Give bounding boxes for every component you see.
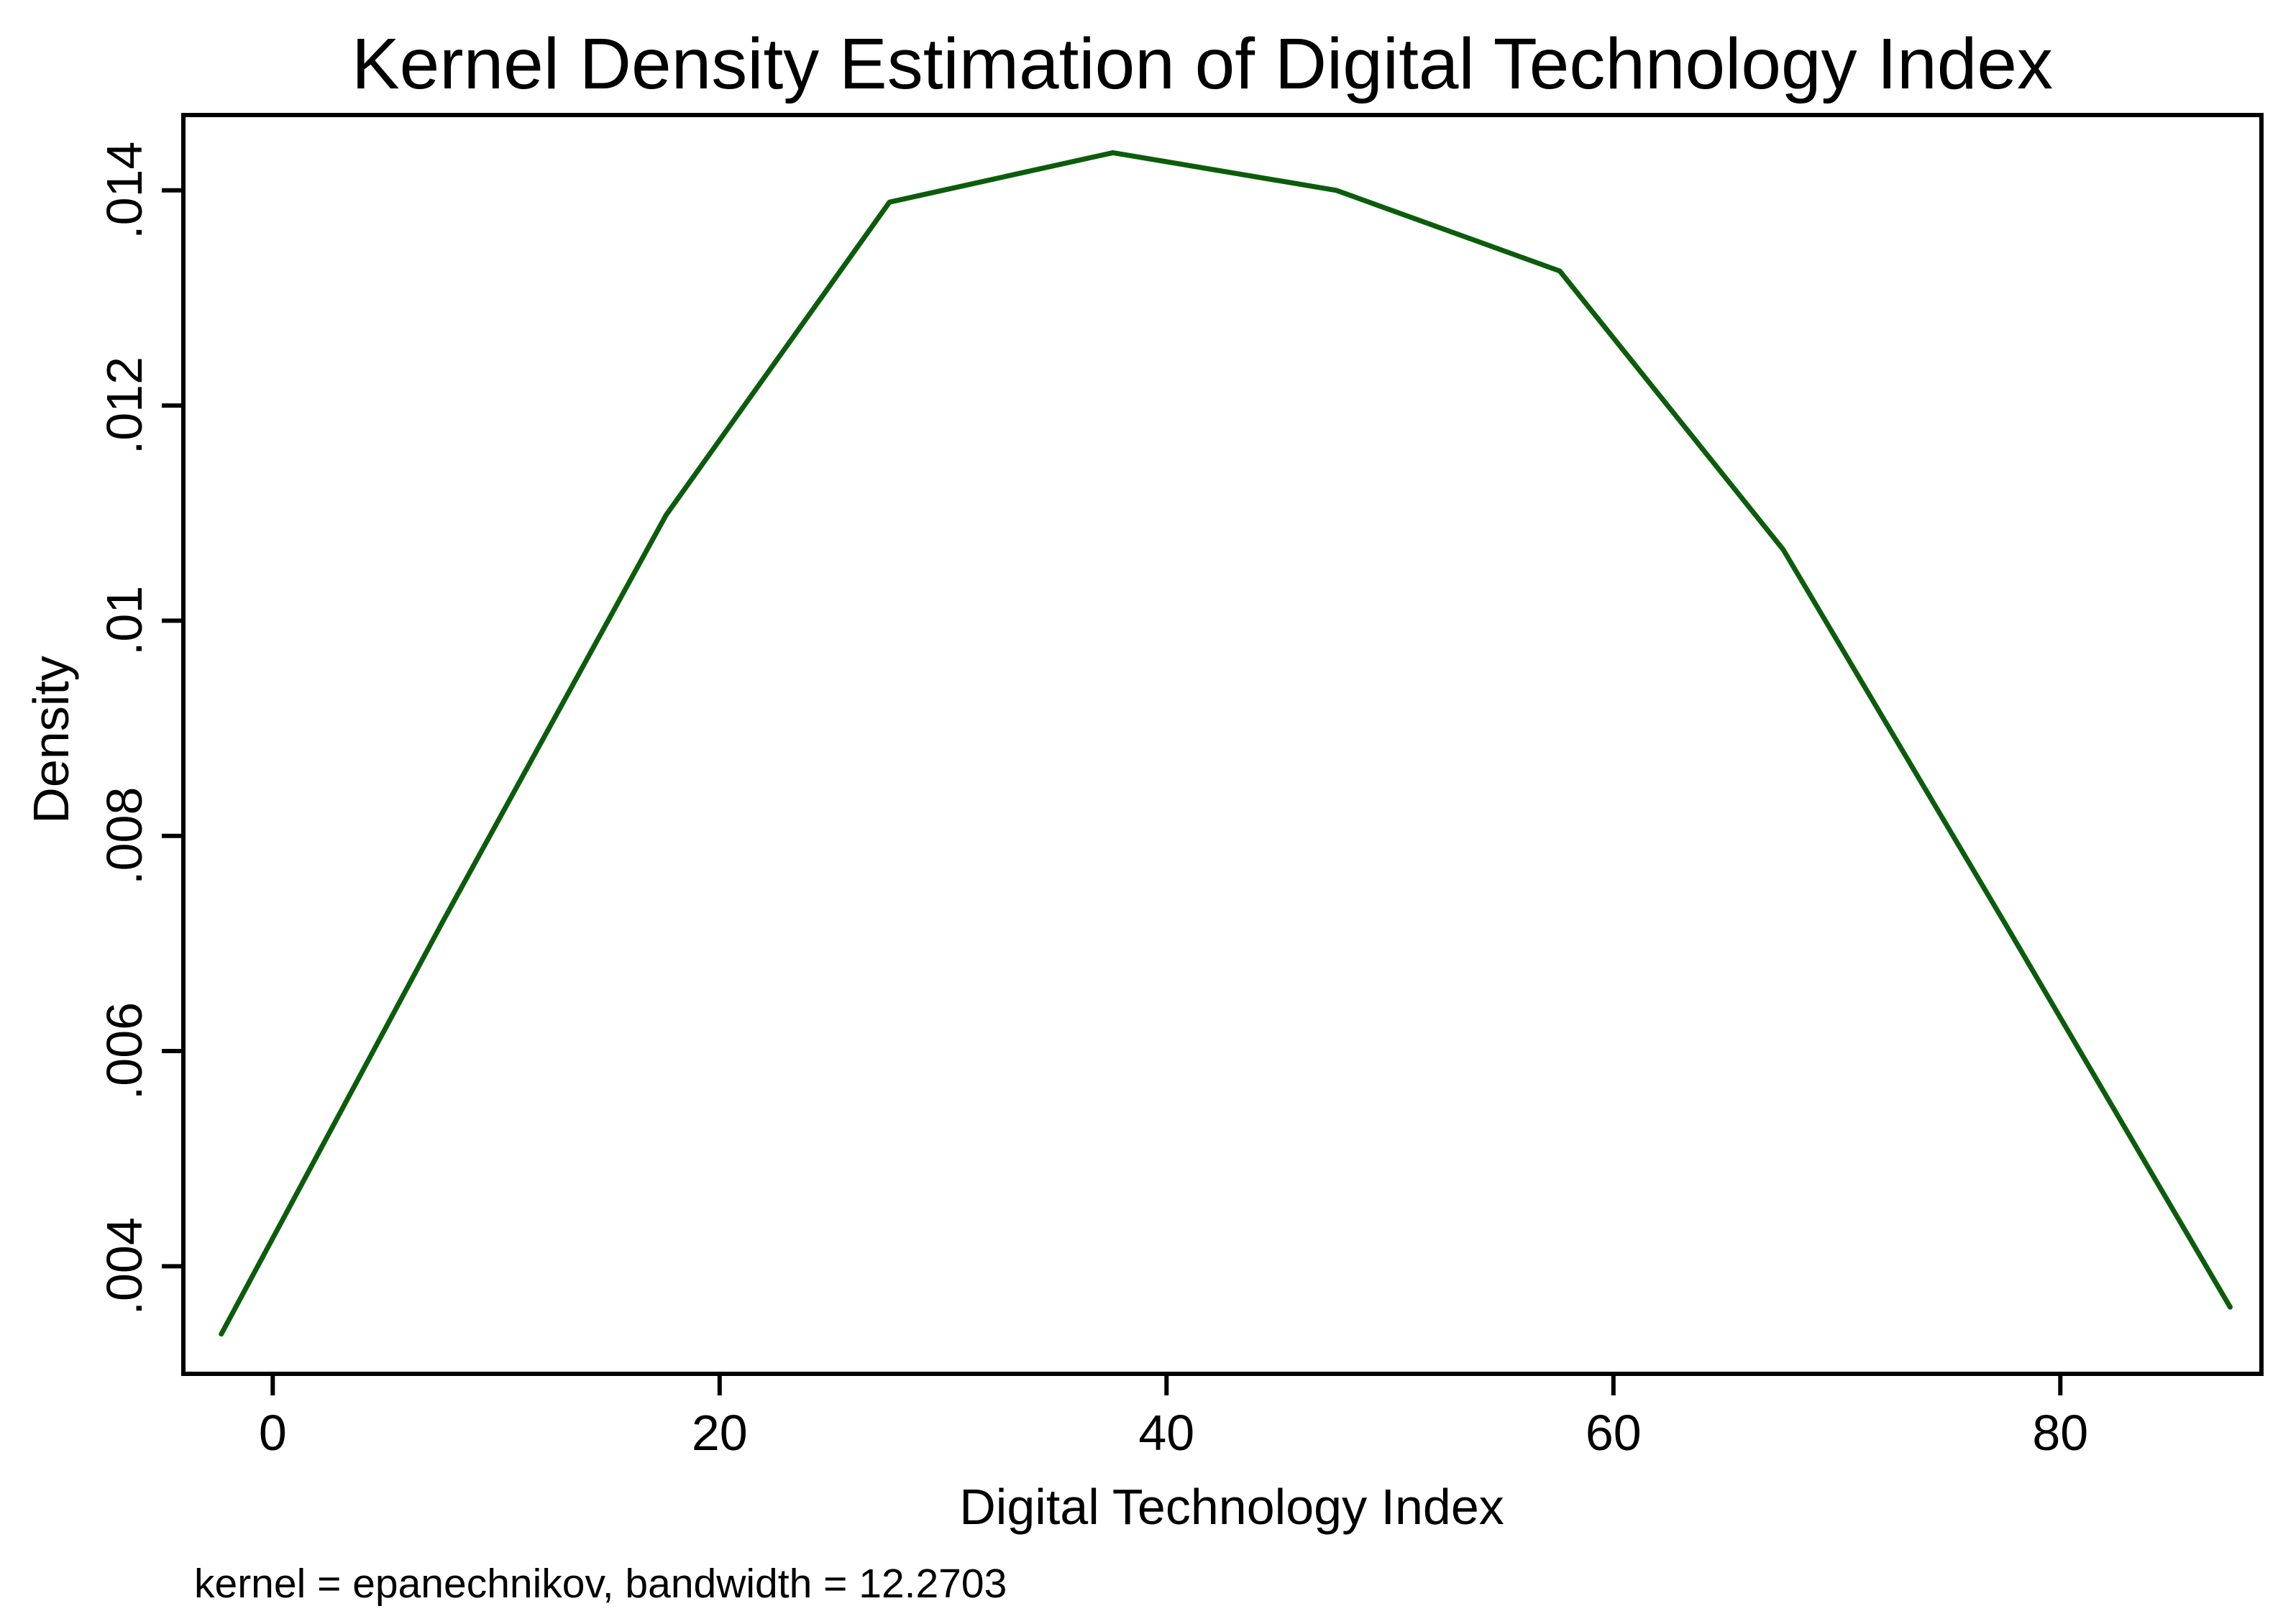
x-axis: 0 20 40 60 80	[259, 1374, 2088, 1461]
y-tick-label: .014	[96, 142, 152, 239]
chart-title: Kernel Density Estimation of Digital Tec…	[352, 24, 2053, 104]
x-tick-label: 20	[692, 1405, 748, 1461]
y-axis: .004 .006 .008 .01 .012 .014	[96, 142, 183, 1315]
y-tick-label: .006	[96, 1002, 152, 1100]
y-tick-label: .008	[96, 787, 152, 885]
y-tick-label: .004	[96, 1217, 152, 1315]
x-tick-label: 0	[259, 1405, 287, 1461]
density-line	[219, 150, 2233, 1337]
x-tick-label: 80	[2032, 1405, 2088, 1461]
y-tick-label: .012	[96, 357, 152, 454]
series-layer	[219, 150, 2233, 1337]
y-tick-label: .01	[96, 586, 152, 656]
kernel-note: kernel = epanechnikov, bandwidth = 12.27…	[194, 1561, 1007, 1607]
x-axis-title: Digital Technology Index	[959, 1479, 1504, 1535]
x-tick-label: 40	[1138, 1405, 1194, 1461]
plot-frame	[181, 113, 2264, 1376]
y-axis-title: Density	[23, 656, 79, 823]
x-tick-label: 60	[1586, 1405, 1642, 1461]
